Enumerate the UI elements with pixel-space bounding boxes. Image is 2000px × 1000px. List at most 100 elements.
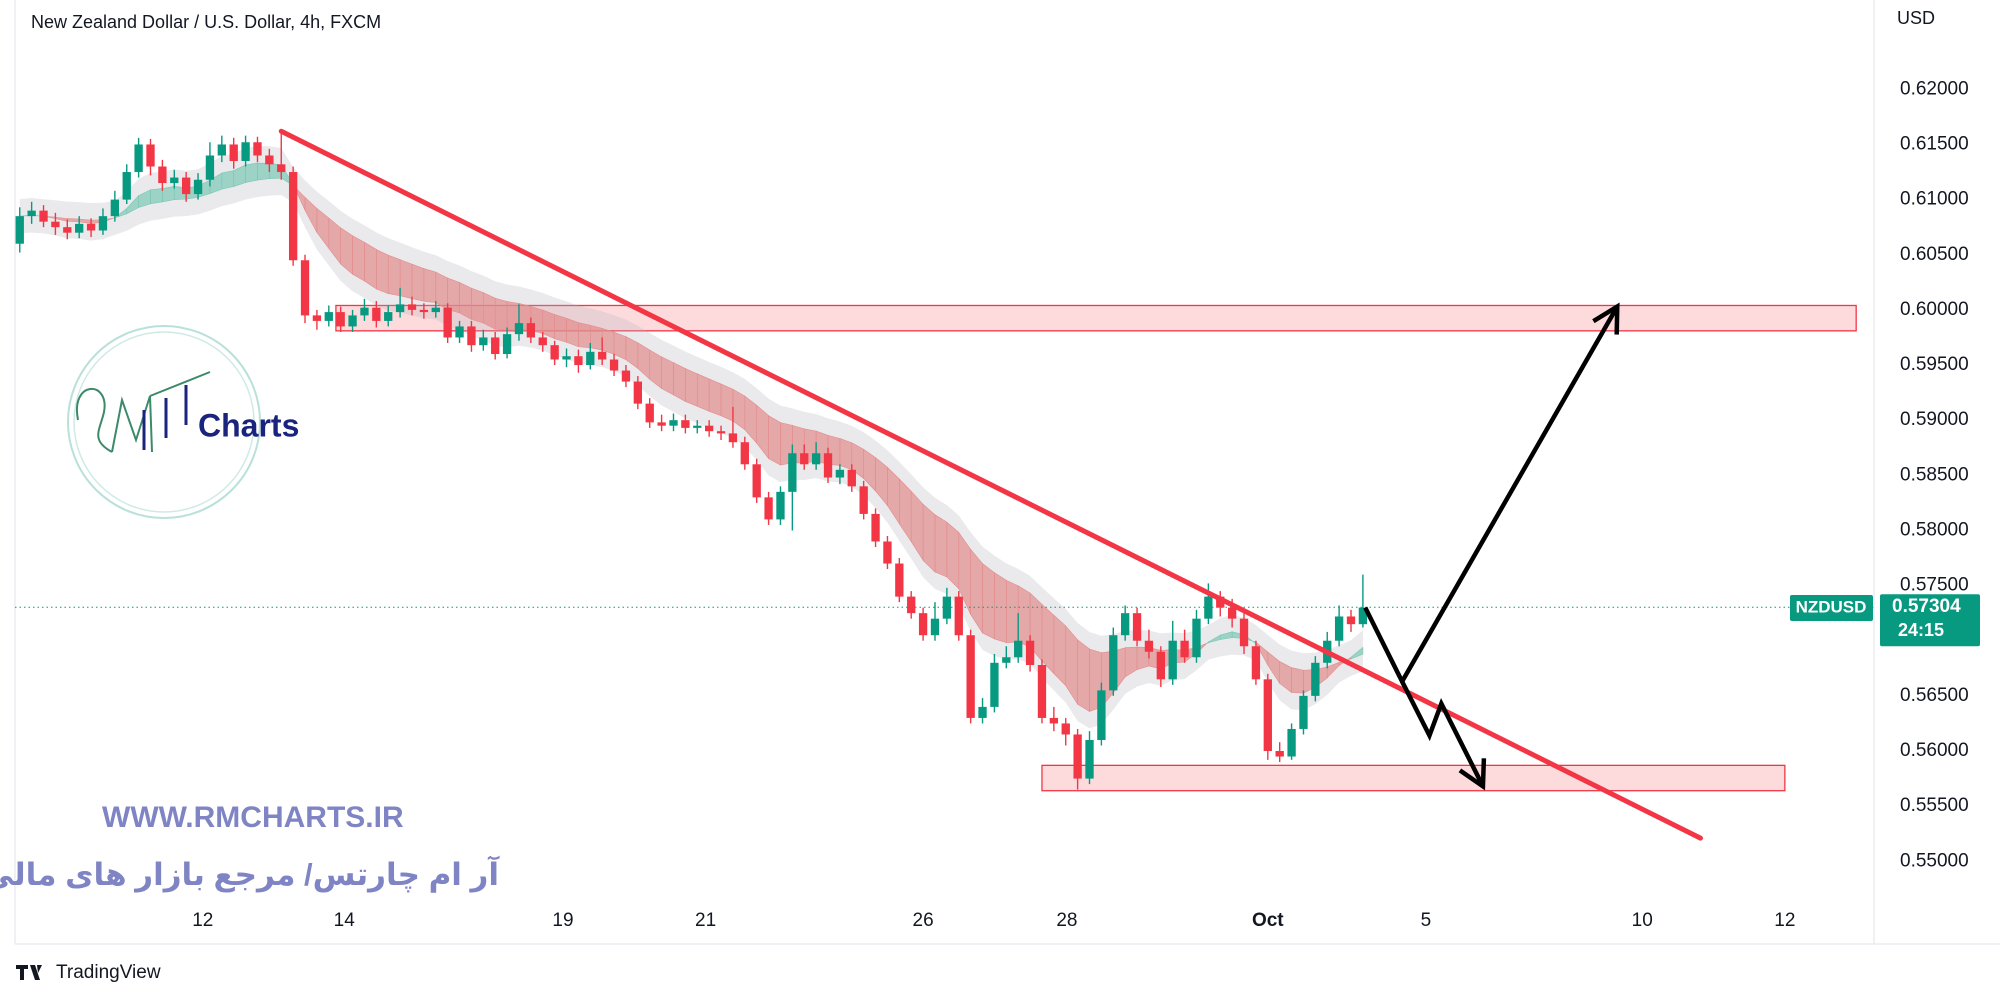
ma-ribbon bbox=[673, 362, 686, 402]
candle-body bbox=[1251, 646, 1261, 680]
watermark-logo: Charts bbox=[67, 325, 299, 519]
candle-body bbox=[134, 144, 143, 173]
candle-body bbox=[514, 323, 524, 335]
ma-ribbon bbox=[150, 188, 163, 205]
candle-body bbox=[883, 541, 892, 564]
candle-body bbox=[752, 464, 761, 498]
candle-body bbox=[455, 326, 464, 338]
ma-ribbon bbox=[946, 521, 960, 590]
ma-ribbon bbox=[566, 317, 579, 348]
candle-body bbox=[277, 164, 286, 173]
candle-body bbox=[1216, 596, 1225, 608]
candle-body bbox=[1180, 640, 1189, 658]
candle-body bbox=[384, 312, 393, 321]
ma-ribbon bbox=[768, 415, 781, 466]
y-tick-label: 0.57500 bbox=[1900, 575, 1969, 596]
candle-body bbox=[300, 260, 310, 316]
candle-body bbox=[39, 210, 48, 222]
watermark-site: WWW.RMCHARTS.IR bbox=[102, 801, 404, 834]
ma-ribbon bbox=[1350, 646, 1364, 660]
candle-body bbox=[1287, 728, 1296, 757]
x-tick-label: 10 bbox=[1632, 910, 1653, 931]
candle-body bbox=[788, 453, 797, 492]
candle-body bbox=[990, 662, 999, 707]
candle-body bbox=[146, 144, 155, 167]
ma-ribbon bbox=[257, 162, 270, 181]
candle-body bbox=[193, 179, 203, 195]
logo-script bbox=[75, 387, 153, 453]
y-tick-label: 0.55000 bbox=[1900, 850, 1969, 871]
ma-ribbon bbox=[696, 373, 710, 412]
candle-body bbox=[800, 453, 809, 465]
ma-ribbon bbox=[601, 327, 615, 355]
candle-body bbox=[170, 177, 179, 184]
candle-body bbox=[574, 356, 583, 366]
y-tick-label: 0.55500 bbox=[1900, 795, 1969, 816]
ma-ribbon bbox=[483, 292, 496, 330]
candle-body bbox=[598, 351, 607, 360]
ma-band bbox=[19, 146, 1363, 729]
candle-body bbox=[1227, 607, 1237, 619]
candle-body bbox=[288, 172, 298, 261]
candle-body bbox=[205, 155, 215, 180]
candle-body bbox=[312, 315, 322, 321]
ma-ribbon bbox=[352, 235, 365, 282]
candle-body bbox=[693, 425, 702, 428]
arrow bbox=[1400, 680, 1485, 788]
logo-ring bbox=[73, 331, 255, 513]
ma-ribbon bbox=[661, 356, 674, 396]
candle-body bbox=[1132, 613, 1142, 641]
candle-body bbox=[1204, 596, 1213, 619]
candle-body bbox=[942, 596, 952, 619]
ma-ribbon bbox=[411, 263, 425, 302]
candle-body bbox=[823, 453, 833, 478]
ma-ribbon bbox=[1077, 639, 1090, 712]
candle-body bbox=[1311, 662, 1320, 696]
ma-ribbon bbox=[982, 563, 995, 640]
candle-body bbox=[681, 420, 690, 428]
candle-body bbox=[1334, 616, 1344, 641]
logo-text: Charts bbox=[198, 407, 299, 443]
trendline bbox=[278, 128, 1703, 841]
candle-body bbox=[491, 337, 500, 354]
candle-body bbox=[930, 618, 940, 636]
overlay bbox=[1363, 302, 1620, 791]
arrow-head bbox=[1592, 302, 1620, 335]
candle-body bbox=[1014, 640, 1023, 658]
y-axis-label: USD bbox=[1897, 8, 1935, 28]
candle-body bbox=[122, 172, 131, 200]
symbol-tag bbox=[1790, 595, 1873, 621]
ma-ribbon bbox=[542, 309, 555, 340]
ma-ribbon bbox=[839, 438, 853, 471]
candle-body bbox=[265, 155, 274, 165]
candle-body bbox=[1168, 640, 1177, 680]
candle-body bbox=[419, 309, 429, 313]
candle-body bbox=[1049, 717, 1059, 724]
ma-ribbon bbox=[685, 368, 698, 407]
candle-body bbox=[764, 497, 773, 520]
x-tick-label: 28 bbox=[1056, 910, 1077, 931]
candle-body bbox=[502, 334, 512, 354]
candle-body bbox=[907, 596, 916, 614]
candle-body bbox=[1346, 616, 1356, 625]
candle-body bbox=[835, 469, 845, 478]
candle-body bbox=[978, 706, 987, 718]
candle-body bbox=[740, 442, 749, 465]
ma-ribbon bbox=[1041, 603, 1055, 675]
candle-body bbox=[431, 307, 440, 313]
candle-body bbox=[550, 345, 559, 360]
candle-body bbox=[75, 223, 84, 233]
candle-body bbox=[1358, 607, 1368, 625]
countdown-label: 24:15 bbox=[1898, 620, 1944, 640]
candle-body bbox=[336, 312, 345, 327]
ma-ribbon bbox=[66, 218, 80, 223]
candle-body bbox=[360, 307, 369, 316]
candle-body bbox=[27, 210, 36, 217]
footer-brand: TradingView bbox=[56, 962, 161, 983]
candle-body bbox=[918, 613, 928, 636]
ma-ribbon bbox=[221, 170, 235, 190]
x-tick-label: 12 bbox=[192, 910, 213, 931]
candle-body bbox=[1192, 618, 1201, 658]
